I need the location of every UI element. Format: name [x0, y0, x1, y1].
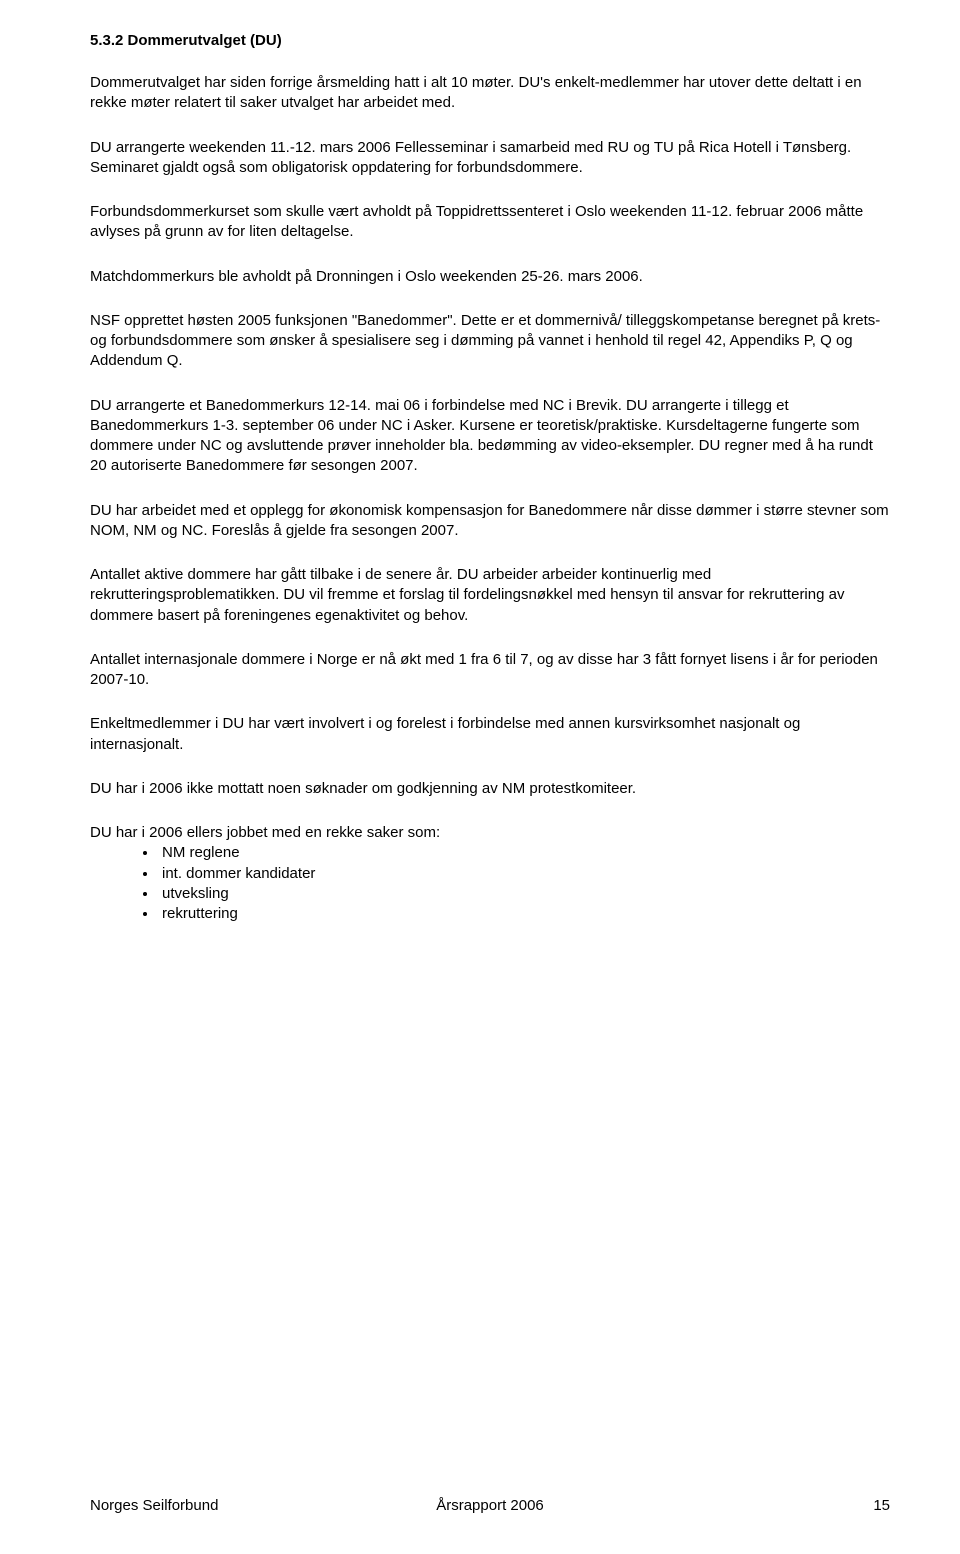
list-item: rekruttering	[158, 904, 890, 924]
list-item: NM reglene	[158, 843, 890, 863]
paragraph: Dommerutvalget har siden forrige årsmeld…	[90, 73, 890, 114]
paragraph: DU har arbeidet med et opplegg for økono…	[90, 501, 890, 542]
list-item: int. dommer kandidater	[158, 864, 890, 884]
footer-page-number: 15	[873, 1497, 890, 1514]
paragraph: Forbundsdommerkurset som skulle vært avh…	[90, 202, 890, 243]
bullet-list: NM reglene int. dommer kandidater utveks…	[90, 843, 890, 924]
paragraph: NSF opprettet høsten 2005 funksjonen "Ba…	[90, 311, 890, 372]
paragraph: Matchdommerkurs ble avholdt på Dronninge…	[90, 267, 890, 287]
list-item: utveksling	[158, 884, 890, 904]
paragraph: Antallet internasjonale dommere i Norge …	[90, 650, 890, 691]
paragraph: DU har i 2006 ikke mottatt noen søknader…	[90, 779, 890, 799]
paragraph: Enkeltmedlemmer i DU har vært involvert …	[90, 714, 890, 755]
footer-left: Norges Seilforbund	[90, 1497, 218, 1514]
section-heading: 5.3.2 Dommerutvalget (DU)	[90, 32, 890, 49]
page-footer: Norges Seilforbund Årsrapport 2006 15	[90, 1497, 890, 1514]
paragraph: DU arrangerte et Banedommerkurs 12-14. m…	[90, 396, 890, 477]
list-intro: DU har i 2006 ellers jobbet med en rekke…	[90, 823, 890, 843]
footer-center: Årsrapport 2006	[436, 1497, 544, 1514]
paragraph: Antallet aktive dommere har gått tilbake…	[90, 565, 890, 626]
paragraph: DU arrangerte weekenden 11.-12. mars 200…	[90, 138, 890, 179]
